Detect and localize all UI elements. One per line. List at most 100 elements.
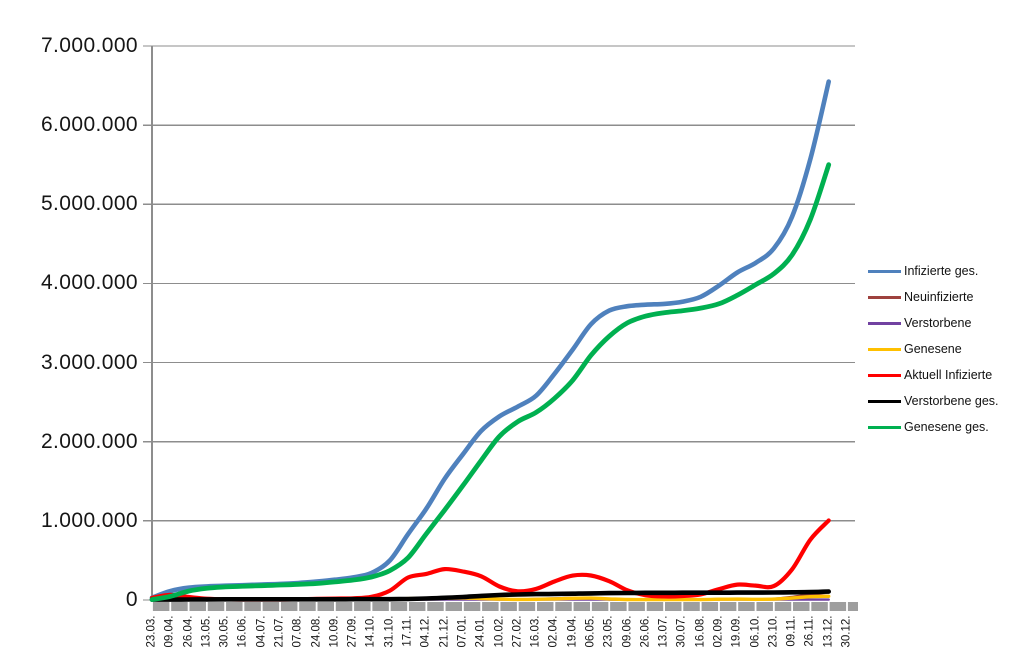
x-axis-label: 26.11.	[803, 615, 816, 647]
x-axis-tick	[299, 602, 316, 611]
y-axis-label: 1.000.000	[40, 508, 138, 532]
x-axis-label: 13.05.	[200, 615, 213, 648]
legend-item-genesene[interactable]: Genesene	[868, 336, 999, 362]
x-axis-label: 06.10.	[749, 615, 762, 648]
plot-area	[143, 45, 872, 626]
x-axis-label: 16.08.	[694, 615, 707, 648]
legend-label: Neuinfizierte	[904, 290, 974, 304]
x-axis-tick	[262, 602, 280, 611]
legend-label: Verstorbene	[904, 316, 972, 330]
legend-item-aktuell-infizierte[interactable]: Aktuell Infizierte	[868, 362, 999, 388]
x-axis-tick	[427, 602, 444, 611]
legend-item-genesene-ges[interactable]: Genesene ges.	[868, 414, 999, 440]
x-axis-tick	[646, 602, 664, 611]
gridlines	[152, 45, 855, 522]
x-axis-label: 23.03.	[145, 615, 158, 648]
x-axis-tick	[555, 602, 572, 611]
x-axis-label: 06.05.	[584, 615, 597, 648]
x-axis-tick	[591, 602, 609, 611]
x-axis-tick	[610, 602, 627, 611]
x-axis-label: 02.04.	[547, 615, 560, 648]
legend-item-verstorbene[interactable]: Verstorbene	[868, 310, 999, 336]
x-axis-label: 21.12.	[438, 615, 451, 648]
legend-label: Genesene ges.	[904, 420, 989, 434]
x-axis-tick	[463, 602, 481, 611]
y-axis-label: 6.000.000	[40, 113, 138, 137]
x-axis-label: 23.10.	[767, 615, 780, 648]
legend-swatch-line	[868, 269, 901, 273]
legend-item-neuinfizierte[interactable]: Neuinfizierte	[868, 284, 999, 310]
x-axis-label: 30.05.	[218, 615, 231, 648]
legend-swatch-line	[868, 321, 901, 325]
legend: Infizierte ges. Neuinfizierte Verstorbene G…	[868, 258, 999, 440]
x-axis-label: 30.12.	[840, 615, 853, 648]
x-axis-label: 09.04.	[163, 615, 176, 648]
legend-swatch-line	[868, 347, 901, 351]
x-axis-label: 24.08.	[310, 615, 323, 648]
y-axis-label: 0	[125, 588, 138, 611]
x-axis-label: 26.04.	[182, 615, 195, 648]
x-axis-label: 16.03.	[529, 615, 542, 648]
x-axis-label: 30.07.	[675, 615, 688, 648]
x-axis-tick	[207, 602, 225, 611]
x-axis-label: 09.06.	[621, 615, 634, 648]
x-axis-label: 23.05.	[602, 615, 615, 648]
x-axis-label: 07.01.	[456, 615, 469, 648]
x-axis-label: 10.02.	[493, 615, 505, 648]
chart-canvas	[143, 45, 858, 611]
x-axis-label: 10.09.	[328, 615, 341, 648]
y-axis-label: 2.000.000	[40, 429, 138, 453]
x-axis-label: 17.11.	[401, 615, 414, 647]
x-axis-tick	[774, 602, 792, 611]
x-axis-tick	[829, 602, 847, 611]
x-axis-label: 04.07.	[255, 615, 268, 648]
y-axis-label: 7.000.000	[40, 34, 138, 57]
x-axis-tick	[317, 602, 334, 611]
x-axis-label: 09.11.	[785, 615, 798, 647]
legend-swatch-line	[868, 295, 901, 299]
y-axis-label: 5.000.000	[40, 192, 138, 216]
x-axis-tick	[628, 602, 645, 611]
x-axis-tick	[354, 602, 371, 611]
x-axis-tick	[244, 602, 261, 611]
x-axis-label: 02.09.	[712, 615, 725, 648]
x-axis-label: 21.07.	[273, 615, 286, 648]
x-axis-tick	[756, 602, 773, 611]
x-axis-tick	[536, 602, 554, 611]
x-axis-tick	[445, 602, 463, 611]
y-axis-label: 4.000.000	[40, 271, 138, 295]
x-axis-tick	[335, 602, 353, 611]
legend-swatch-line	[868, 399, 901, 403]
x-axis-label: 31.10.	[383, 615, 396, 648]
legend-item-verstorbene-ges[interactable]: Verstorbene ges.	[868, 388, 999, 414]
x-axis-label: 24.01.	[474, 615, 487, 648]
x-axis-tick	[390, 602, 408, 611]
x-axis-label: 13.07.	[657, 615, 670, 648]
x-axis-tick	[226, 602, 243, 611]
x-axis-tick	[518, 602, 536, 611]
x-axis-tick-band	[152, 602, 858, 611]
x-axis-tick	[738, 602, 755, 611]
legend-swatch-line	[868, 373, 901, 377]
x-axis-label: 26.06.	[639, 615, 652, 648]
value-axis	[143, 45, 153, 602]
x-axis-label: 19.09.	[730, 615, 743, 648]
x-axis-tick	[500, 602, 517, 611]
x-axis-label: 27.09.	[346, 615, 359, 648]
x-axis-tick	[719, 602, 737, 611]
x-axis-label: 27.02.	[511, 615, 524, 648]
x-axis-label: 19.04.	[566, 615, 579, 648]
x-axis-tick	[811, 602, 828, 611]
legend-label: Infizierte ges.	[904, 264, 979, 278]
legend-label: Genesene	[904, 342, 962, 356]
x-axis-tick	[152, 602, 170, 611]
series-genesene-ges	[149, 162, 832, 602]
x-axis-tick	[372, 602, 389, 611]
legend-item-infizierte-ges[interactable]: Infizierte ges.	[868, 258, 999, 284]
x-axis-label: 14.10.	[364, 615, 377, 648]
x-axis-tick	[573, 602, 591, 611]
x-axis-tick	[189, 602, 206, 611]
legend-label: Aktuell Infizierte	[904, 368, 993, 382]
x-axis-tick	[847, 602, 858, 611]
